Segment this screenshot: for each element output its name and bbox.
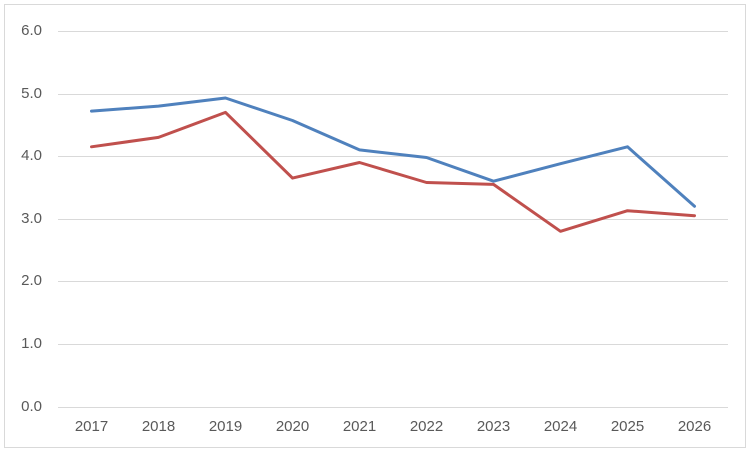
red-series-line <box>90 110 696 233</box>
y-axis-tick-label: 4.0 <box>21 147 42 164</box>
x-axis-tick-label: 2024 <box>543 418 578 435</box>
x-axis-tick-label: 2021 <box>342 418 377 435</box>
x-axis-tick-label: 2022 <box>409 418 444 435</box>
x-axis-tick-label: 2025 <box>610 418 645 435</box>
series-lines <box>90 96 696 233</box>
blue-series-line <box>90 96 696 208</box>
y-axis-tick-label: 3.0 <box>21 210 42 227</box>
y-axis-tick-label: 5.0 <box>21 85 42 102</box>
x-axis-tick-label: 2019 <box>208 418 243 435</box>
x-axis-tick-label: 2018 <box>141 418 176 435</box>
x-axis-tick-label: 2023 <box>476 418 511 435</box>
y-axis-tick-label: 2.0 <box>21 272 42 289</box>
y-axis-tick-label: 0.0 <box>21 398 42 415</box>
x-axis-tick-label: 2020 <box>275 418 310 435</box>
x-axis-tick-label: 2017 <box>74 418 109 435</box>
gridlines <box>58 31 728 408</box>
y-axis-tick-label: 6.0 <box>21 22 42 39</box>
chart-frame <box>4 4 746 448</box>
x-axis-tick-label: 2026 <box>677 418 712 435</box>
y-axis-tick-label: 1.0 <box>21 335 42 352</box>
